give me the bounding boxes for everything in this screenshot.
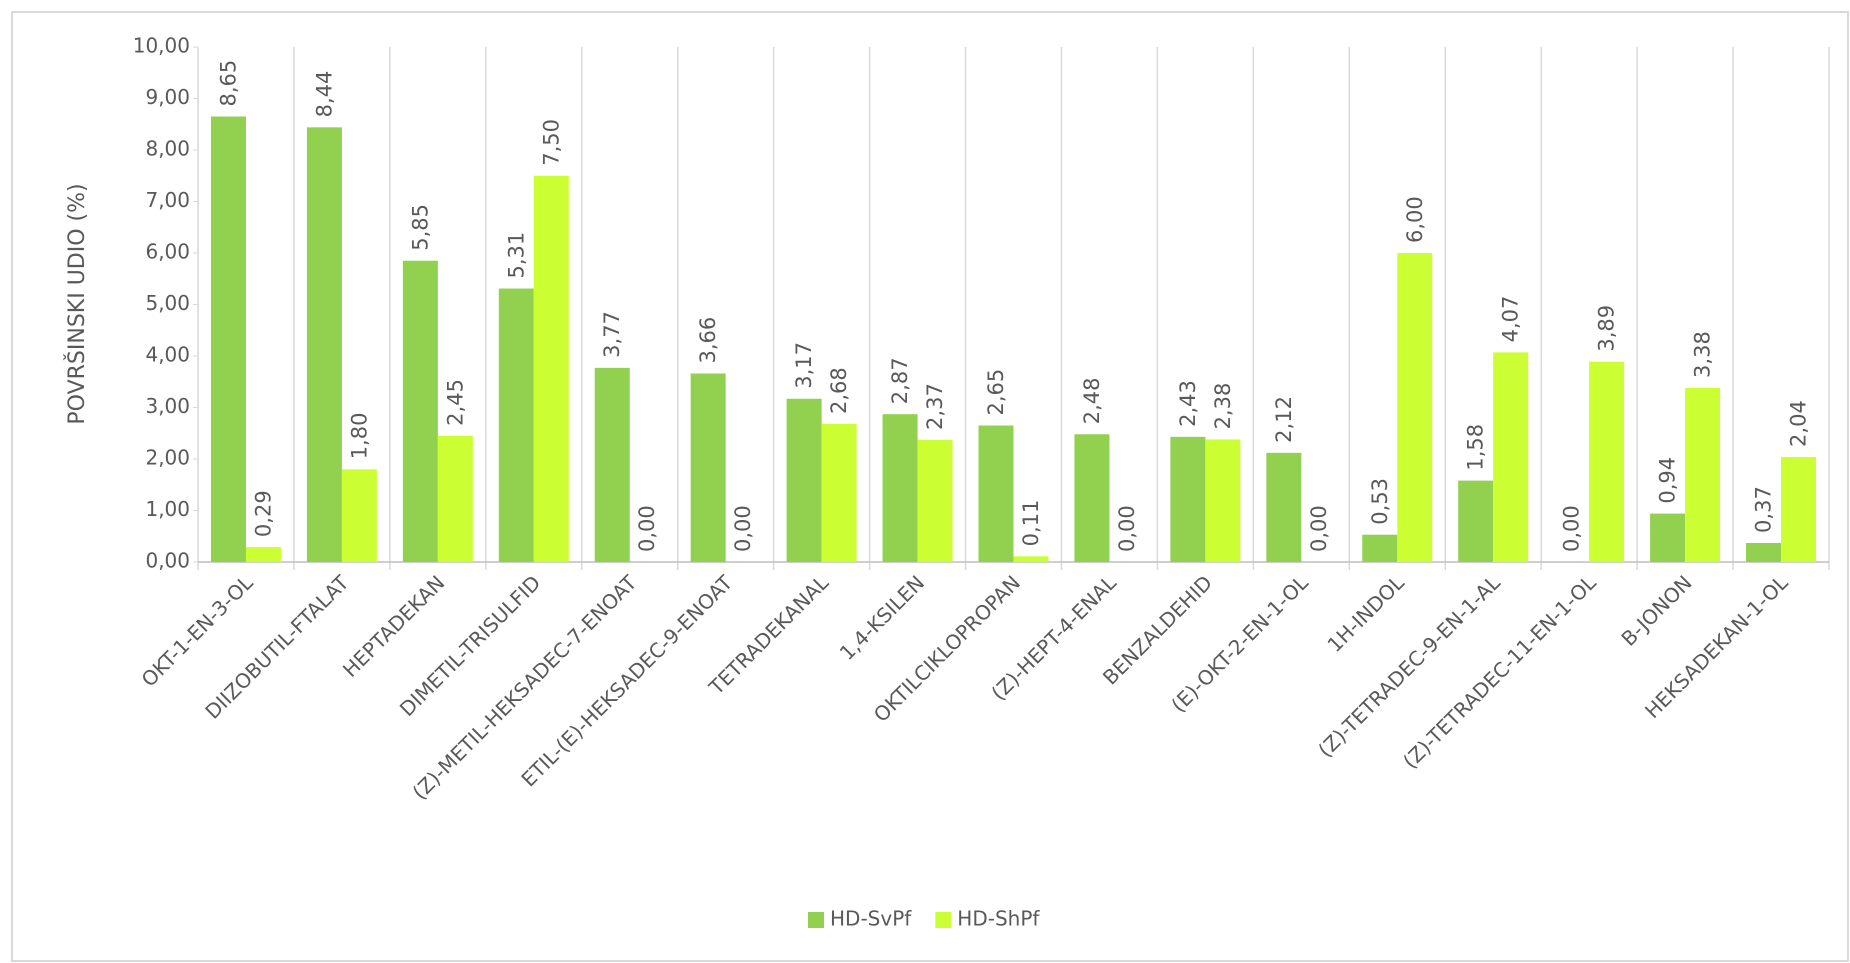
value-label: 5,31 xyxy=(504,232,528,279)
y-tick-label: 5,00 xyxy=(145,291,190,315)
bar xyxy=(533,175,569,562)
y-tick-label: 7,00 xyxy=(145,188,190,212)
value-label: 2,45 xyxy=(443,379,467,426)
value-label: 0,00 xyxy=(1115,505,1139,552)
value-label: 6,00 xyxy=(1403,196,1427,243)
bar xyxy=(1266,452,1302,562)
legend-swatch xyxy=(808,912,824,928)
bar xyxy=(882,414,918,562)
y-tick-label: 9,00 xyxy=(145,85,190,109)
value-label: 2,38 xyxy=(1211,383,1235,430)
value-label: 4,07 xyxy=(1499,296,1523,343)
value-label: 0,00 xyxy=(1560,505,1584,552)
bar xyxy=(1746,542,1782,562)
value-label: 2,48 xyxy=(1080,378,1104,425)
bar xyxy=(1781,456,1817,562)
value-label: 0,53 xyxy=(1368,478,1392,525)
value-label: 2,04 xyxy=(1787,400,1811,447)
bar xyxy=(341,469,377,562)
bar xyxy=(594,367,630,562)
bar xyxy=(402,260,438,562)
y-tick-label: 8,00 xyxy=(145,137,190,161)
bar xyxy=(1685,387,1721,562)
bar xyxy=(1650,513,1686,562)
legend-swatch xyxy=(935,912,952,928)
bar xyxy=(1589,361,1625,562)
bar xyxy=(690,373,726,562)
value-label: 0,00 xyxy=(635,505,659,552)
value-label: 5,85 xyxy=(408,204,432,251)
value-label: 8,44 xyxy=(312,71,336,118)
bar xyxy=(306,127,342,562)
bar xyxy=(210,116,246,563)
value-label: 3,38 xyxy=(1691,331,1715,378)
y-tick-label: 1,00 xyxy=(145,497,190,521)
value-label: 0,11 xyxy=(1019,500,1043,547)
legend-label: HD-SvPf xyxy=(830,907,912,931)
value-label: 3,17 xyxy=(792,342,816,389)
y-axis-label: POVRŠINSKI UDIO (%) xyxy=(64,183,90,424)
value-label: 2,12 xyxy=(1272,396,1296,443)
bar xyxy=(821,423,857,562)
bar xyxy=(1074,434,1110,562)
value-label: 0,37 xyxy=(1752,486,1776,533)
value-label: 3,89 xyxy=(1595,305,1619,352)
y-tick-label: 0,00 xyxy=(145,549,190,573)
bar xyxy=(1493,352,1529,562)
value-label: 0,00 xyxy=(1307,505,1331,552)
value-label: 2,43 xyxy=(1176,380,1200,427)
value-label: 3,77 xyxy=(600,311,624,358)
bar xyxy=(978,425,1014,562)
bar xyxy=(1397,253,1433,562)
legend-label: HD-ShPf xyxy=(957,907,1040,931)
bar xyxy=(786,398,822,562)
value-label: 2,68 xyxy=(827,367,851,414)
value-label: 2,37 xyxy=(923,383,947,430)
bar xyxy=(1205,439,1241,562)
bar xyxy=(437,435,473,562)
bar xyxy=(1170,436,1206,562)
value-label: 0,00 xyxy=(731,505,755,552)
y-tick-label: 10,00 xyxy=(133,34,190,58)
value-label: 0,94 xyxy=(1656,457,1680,504)
bar xyxy=(1362,534,1398,562)
value-label: 8,65 xyxy=(216,60,240,107)
value-label: 2,65 xyxy=(984,369,1008,416)
value-label: 1,58 xyxy=(1464,424,1488,471)
y-tick-label: 6,00 xyxy=(145,240,190,264)
value-label: 3,66 xyxy=(696,317,720,364)
y-tick-label: 4,00 xyxy=(145,343,190,367)
bar xyxy=(245,547,281,562)
value-label: 1,80 xyxy=(347,413,371,460)
y-tick-label: 3,00 xyxy=(145,394,190,418)
value-label: 0,29 xyxy=(251,490,275,537)
bar xyxy=(498,288,534,562)
bar xyxy=(1013,556,1049,562)
y-tick-label: 2,00 xyxy=(145,446,190,470)
bar xyxy=(917,439,953,562)
bar xyxy=(1458,480,1494,562)
value-label: 2,87 xyxy=(888,357,912,404)
value-label: 7,50 xyxy=(539,119,563,166)
